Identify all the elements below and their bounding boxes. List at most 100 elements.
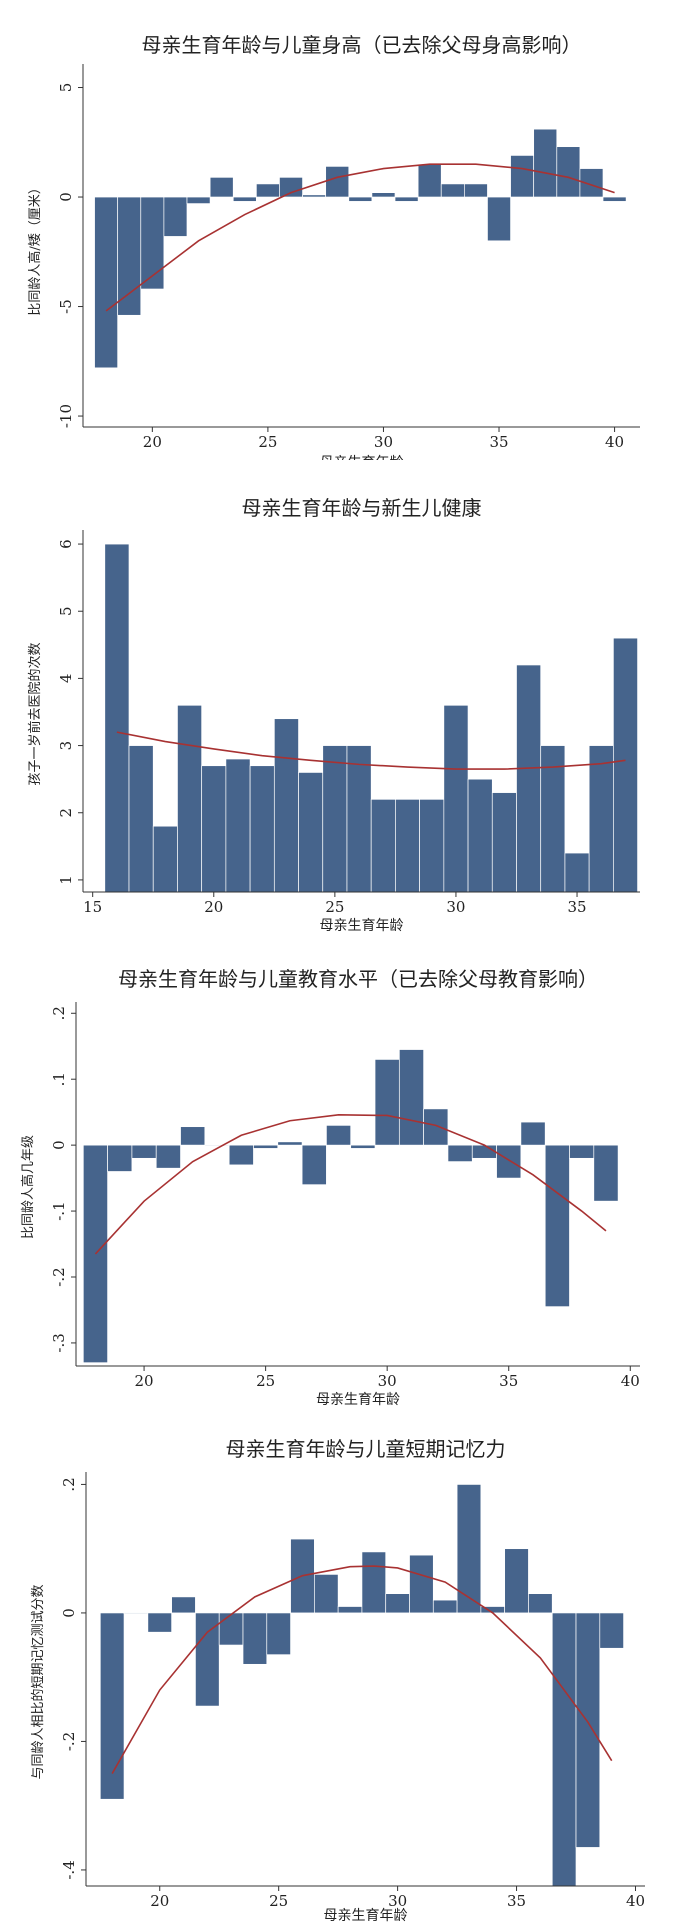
bar-22 xyxy=(180,1126,206,1146)
x-axis-label: 母亲生育年龄 xyxy=(320,918,404,934)
x-tick-label-25: 25 xyxy=(269,1892,288,1910)
bar-22 xyxy=(249,765,275,893)
bar-34 xyxy=(464,183,488,198)
bar-35 xyxy=(504,1548,529,1614)
bar-32 xyxy=(423,1108,449,1146)
x-tick-label-20: 20 xyxy=(143,433,162,451)
bar-19 xyxy=(123,1612,149,1615)
bar-30 xyxy=(385,1593,410,1614)
bar-26 xyxy=(277,1141,303,1146)
bar-33 xyxy=(447,1144,473,1162)
x-axis-label: 母亲生育年龄 xyxy=(324,1908,408,1922)
bar-25 xyxy=(253,1144,279,1149)
bar-35 xyxy=(496,1144,522,1179)
bar-30 xyxy=(443,704,469,893)
chart-title: 母亲生育年龄与儿童短期记忆力 xyxy=(226,1437,506,1461)
x-tick-label-20: 20 xyxy=(135,1372,154,1390)
y-tick-label-3: 4 xyxy=(57,674,75,684)
fit-curve xyxy=(94,1114,607,1255)
x-tick-label-30: 30 xyxy=(378,1372,397,1390)
bar-25 xyxy=(322,745,348,893)
bar-33 xyxy=(456,1484,482,1614)
bar-18 xyxy=(94,196,119,369)
y-tick-label-2: 0 xyxy=(60,1608,78,1618)
chart-panel-newborn-health: 15 20 25 30 35 1 2 3 4 5 6 母亲生育年龄与新生儿健康 母亲生育年龄 孩子一岁前去… xyxy=(0,460,700,940)
bar-35 xyxy=(487,196,511,242)
bar-27 xyxy=(301,1144,327,1186)
x-tick-label-15: 15 xyxy=(83,898,102,916)
x-tick-label-30: 30 xyxy=(374,433,393,451)
bar-39 xyxy=(599,1612,624,1649)
y-tick-label-2: 0 xyxy=(57,192,75,202)
bar-33 xyxy=(516,664,542,893)
chart-panel-education: 20 25 30 35 40 -.3 -.2 -.1 0 .1 .2 母亲生育年龄与儿童教育水平（已去… xyxy=(0,940,700,1420)
bar-23 xyxy=(209,176,234,198)
bar-33 xyxy=(440,183,465,198)
bar-29 xyxy=(361,1551,387,1614)
bar-23 xyxy=(218,1612,244,1646)
bar-34 xyxy=(540,745,566,893)
bar-39 xyxy=(593,1144,619,1202)
bar-24 xyxy=(232,196,257,202)
chart-title: 母亲生育年龄与新生儿健康 xyxy=(242,496,482,520)
bars xyxy=(82,1049,619,1364)
bar-24 xyxy=(242,1612,268,1665)
bar-28 xyxy=(325,166,350,198)
y-tick-label-1: -.2 xyxy=(60,1732,78,1751)
bar-34 xyxy=(471,1144,497,1159)
bar-36 xyxy=(588,745,614,893)
bar-31 xyxy=(409,1554,434,1614)
fit-curve xyxy=(116,731,626,770)
bar-31 xyxy=(394,196,419,202)
x-tick-label-40: 40 xyxy=(626,1892,645,1910)
bar-30 xyxy=(371,192,396,198)
bars xyxy=(94,128,627,369)
bar-21 xyxy=(171,1596,196,1614)
x-axis-label: 母亲生育年龄 xyxy=(316,1392,400,1408)
bar-27 xyxy=(370,798,396,893)
y-tick-label-0: -.4 xyxy=(60,1860,78,1879)
bar-21 xyxy=(155,1144,181,1169)
bar-35 xyxy=(564,852,590,893)
bar-22 xyxy=(186,196,211,204)
y-axis-label: 比同龄人高/矮（厘米） xyxy=(27,181,43,315)
x-tick-label-40: 40 xyxy=(621,1372,640,1390)
bar-36 xyxy=(510,155,535,198)
bars xyxy=(104,543,638,893)
bar-19 xyxy=(117,196,142,316)
chart-title: 母亲生育年龄与儿童身高（已去除父母身高影响） xyxy=(142,33,582,57)
bars xyxy=(99,1484,624,1887)
x-tick-label-30: 30 xyxy=(446,898,465,916)
fit-curve xyxy=(111,1565,613,1774)
y-tick-label-3: 5 xyxy=(57,83,75,93)
bar-20 xyxy=(140,196,165,290)
bar-23 xyxy=(204,1144,230,1147)
chart-mother-age-child-education: 20 25 30 35 40 -.3 -.2 -.1 0 .1 .2 母亲生育年龄与儿童教育水平（已去… xyxy=(20,967,640,1408)
y-tick-label-1: -5 xyxy=(57,299,75,314)
bar-21 xyxy=(225,758,251,893)
y-tick-label-2: -.1 xyxy=(50,1201,68,1220)
y-tick-label-3: .2 xyxy=(60,1477,78,1491)
y-axis-label: 与同龄人相比的短期记忆测试分数 xyxy=(30,1584,46,1779)
bar-27 xyxy=(314,1574,339,1614)
y-tick-label-0: 1 xyxy=(57,875,75,885)
x-tick-label-25: 25 xyxy=(325,898,344,916)
bar-32 xyxy=(417,163,442,198)
bar-18 xyxy=(99,1612,125,1800)
bar-23 xyxy=(273,718,299,893)
y-tick-label-4: 5 xyxy=(57,606,75,616)
bar-28 xyxy=(395,798,420,893)
bar-39 xyxy=(579,168,604,198)
bar-38 xyxy=(575,1612,601,1848)
chart-panel-height: 2025303540-10-505母亲生育年龄与儿童身高（已去除父母身高影响）母… xyxy=(0,0,700,471)
bar-19 xyxy=(177,704,203,893)
bar-37 xyxy=(613,637,638,893)
bar-36 xyxy=(520,1121,546,1146)
bar-19 xyxy=(107,1144,133,1172)
bar-20 xyxy=(131,1144,157,1159)
chart-title: 母亲生育年龄与儿童教育水平（已去除父母教育影响） xyxy=(118,967,598,991)
chart-panel-memory: 20 25 30 35 40 -.4 -.2 0 .2 母亲生育年龄与儿童短期记忆力 母亲生育年龄 与… xyxy=(0,1420,700,1924)
y-tick-label-3: 0 xyxy=(50,1140,68,1150)
